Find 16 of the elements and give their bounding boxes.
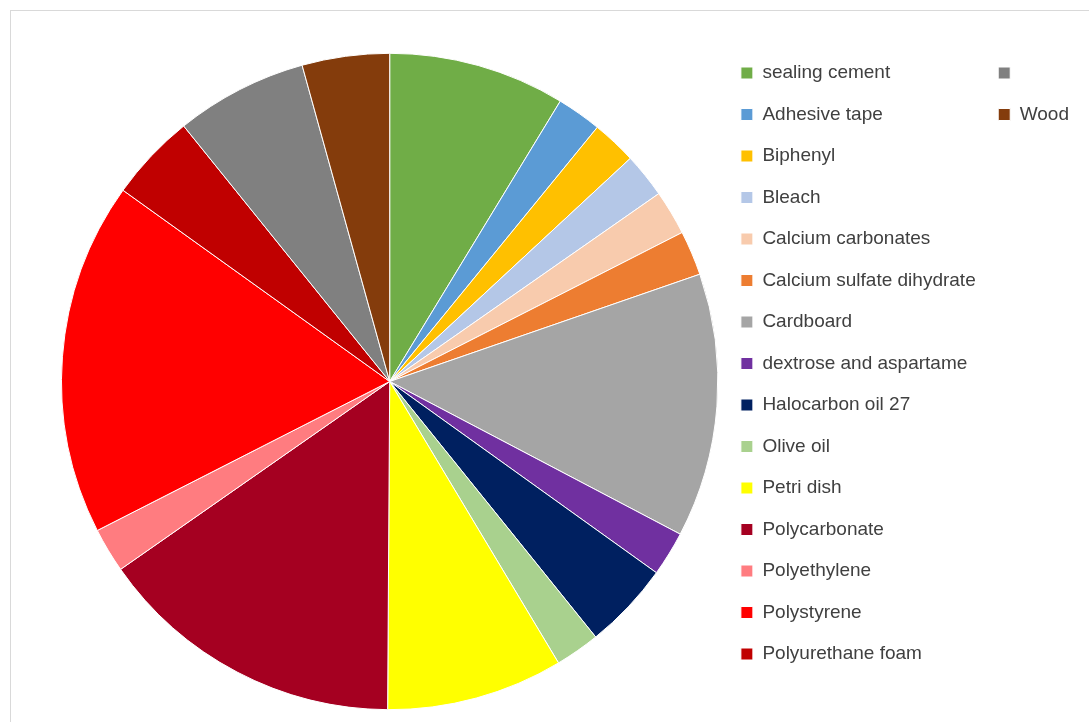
legend-label: Cardboard [762, 310, 853, 332]
legend-label: dextrose and aspartame [762, 351, 968, 373]
legend-label: Wood [1019, 102, 1070, 124]
legend-label: Polystyrene [762, 600, 862, 622]
legend-label: Polycarbonate [762, 517, 884, 539]
legend-label: Olive oil [762, 434, 830, 456]
legend-label: Calcium sulfate dihydrate [762, 268, 976, 290]
legend-label: Petri dish [762, 476, 842, 498]
legend-label: Polyurethane foam [762, 642, 922, 664]
legend-label: Bleach [762, 185, 821, 207]
legend-label: Adhesive tape [762, 102, 883, 124]
legend-label: sealing cement [762, 61, 891, 83]
legend-label: Calcium carbonates [762, 227, 931, 249]
legend-label: Biphenyl [762, 144, 836, 166]
legend-label: Polyethylene [762, 559, 872, 581]
legend-label: Halocarbon oil 27 [762, 393, 911, 415]
